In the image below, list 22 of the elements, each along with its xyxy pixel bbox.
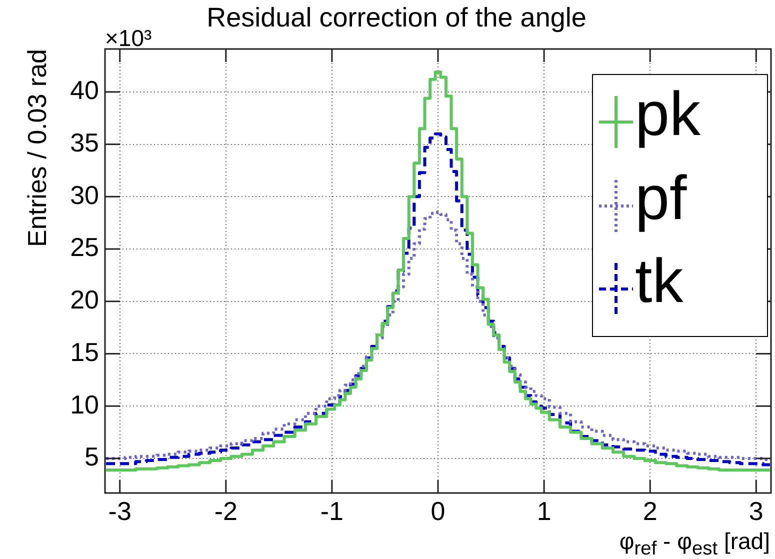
y-tick-label: 20 — [70, 284, 99, 315]
legend-label: pk — [635, 80, 700, 150]
y-tick-label: 25 — [70, 232, 99, 262]
x-axis-title: φ$_{ref}$ - φ$_{est}$ [rad] — [619, 528, 770, 559]
legend-label: pf — [635, 164, 687, 232]
y-tick-label: 35 — [70, 127, 99, 158]
x-tick-label: 3 — [748, 496, 764, 526]
chart-title: Residual correction of the angle — [206, 2, 586, 33]
y-tick-label: 30 — [70, 180, 99, 210]
x-tick-label: -2 — [214, 496, 238, 526]
y-tick-label: 10 — [70, 389, 99, 420]
y-tick-label: 40 — [70, 75, 99, 106]
y-tick-label: 5 — [84, 442, 99, 472]
x-tick-label: -3 — [108, 496, 132, 526]
annotation: ×10³ — [105, 25, 152, 51]
y-axis-title: Entries / 0.03 rad — [22, 49, 52, 247]
x-tick-label: 2 — [642, 496, 658, 526]
x-tick-label: 0 — [430, 496, 446, 526]
x-tick-label: 1 — [536, 496, 552, 526]
legend-label: tk — [635, 246, 684, 316]
x-tick-label: -1 — [320, 496, 344, 526]
y-tick-label: 15 — [70, 336, 99, 367]
